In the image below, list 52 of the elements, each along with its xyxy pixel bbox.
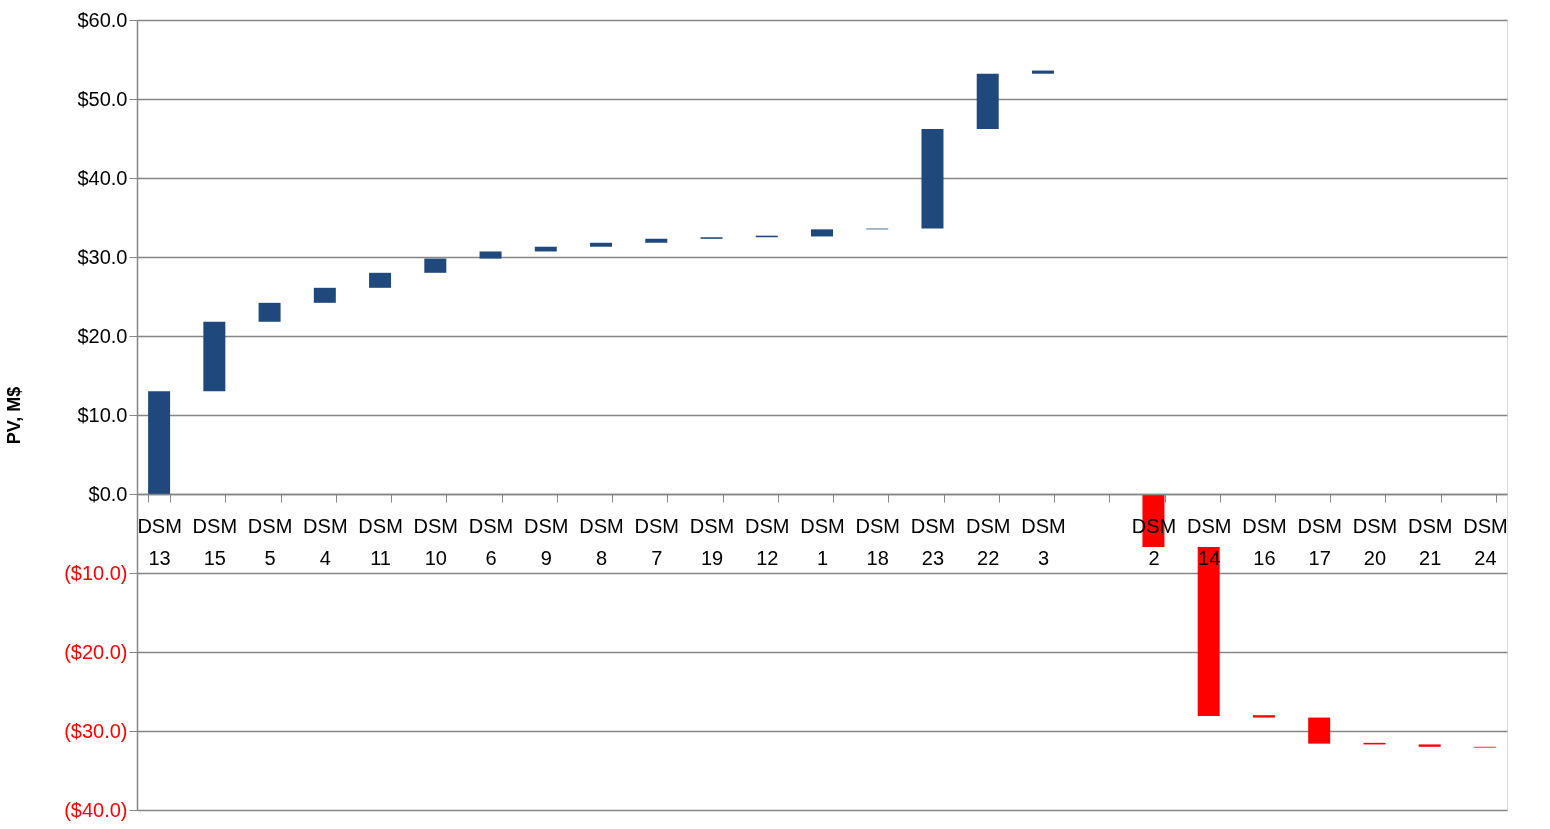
y-tick-label: ($20.0): [64, 640, 128, 663]
x-tick-label: DSM 19: [689, 514, 735, 569]
bar: [1418, 744, 1441, 747]
y-tick-label: ($10.0): [64, 561, 128, 584]
x-tick-label: DSM 15: [192, 514, 238, 569]
x-tick-label: DSM 18: [855, 514, 900, 569]
x-tick-label: DSM 7: [634, 514, 679, 569]
y-tick-label: $30.0: [77, 245, 128, 268]
bar: [148, 391, 171, 494]
x-tick-label: DSM 22: [966, 514, 1011, 569]
x-tick-label: DSM 10: [413, 514, 459, 569]
x-tick-label: DSM 9: [524, 514, 569, 569]
y-tick-label: $60.0: [77, 8, 128, 31]
x-tick-label: DSM 16: [1242, 514, 1287, 569]
bar: [424, 258, 447, 273]
y-tick-label: $20.0: [77, 324, 128, 347]
y-axis-title: PV, M$: [4, 386, 25, 445]
bar: [1031, 70, 1054, 74]
bar: [811, 229, 833, 237]
bar: [921, 129, 944, 229]
x-tick-label: DSM 14: [1186, 514, 1232, 569]
x-tick-label: DSM 20: [1352, 514, 1398, 569]
x-tick-label: DSM 5: [247, 514, 293, 569]
x-tick-label: DSM 11: [358, 514, 403, 569]
bar: [1197, 546, 1220, 716]
y-tick-label: $0.0: [88, 482, 128, 505]
x-tick-label: DSM 12: [745, 514, 790, 569]
y-tick-label: ($40.0): [64, 798, 128, 821]
y-tick-label: $40.0: [77, 166, 128, 189]
bar: [590, 242, 613, 247]
x-tick-label: DSM 13: [137, 514, 182, 569]
y-tick-label: $50.0: [77, 87, 128, 110]
x-tick-label: DSM 4: [303, 514, 348, 569]
x-tick-label: DSM 23: [910, 514, 956, 569]
bar: [1252, 715, 1275, 718]
x-tick-label: DSM 21: [1407, 514, 1453, 569]
x-tick-label: DSM 8: [579, 514, 624, 569]
bar: [1308, 717, 1331, 744]
bar: [203, 321, 226, 392]
bar: [313, 287, 336, 303]
x-tick-label: DSM 3: [1021, 514, 1066, 569]
y-tick-label: $10.0: [77, 403, 128, 426]
bar: [258, 302, 281, 322]
x-tick-label: DSM 24: [1463, 514, 1508, 569]
bar: [369, 272, 392, 288]
x-tick-label: DSM 1: [800, 514, 845, 569]
y-tick-label: ($30.0): [64, 719, 128, 742]
x-tick-label: DSM 6: [468, 514, 514, 569]
bar: [976, 73, 999, 130]
bar: [479, 251, 502, 259]
bar: [645, 238, 668, 243]
x-tick-label: DSM 17: [1297, 514, 1342, 569]
